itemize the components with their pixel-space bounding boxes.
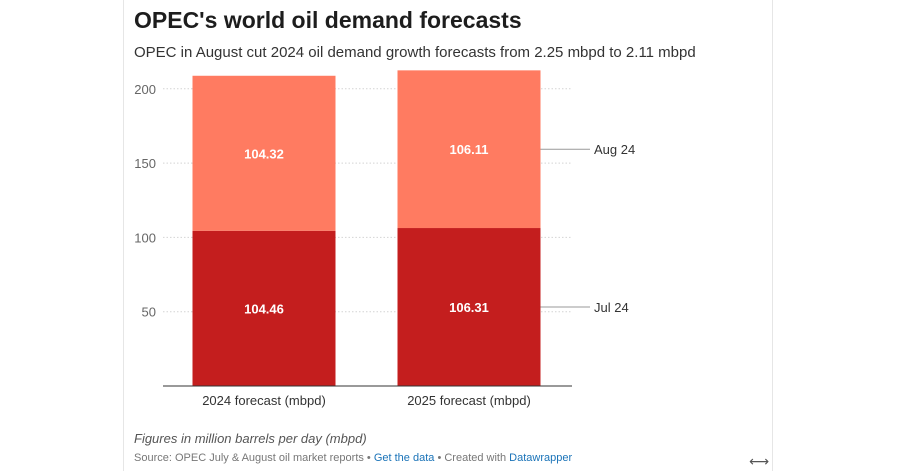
resize-arrows-icon[interactable]: ⟷	[748, 453, 770, 469]
bar-segment-jul-24	[192, 230, 336, 386]
data-label: 104.32	[244, 146, 284, 161]
bar-segment-aug-24	[397, 70, 541, 229]
series-label: Jul 24	[594, 300, 629, 315]
y-tick-label: 200	[134, 82, 156, 97]
y-tick-label: 100	[134, 230, 156, 245]
bar-segment-aug-24	[192, 75, 336, 231]
chart-source: Source: OPEC July & August oil market re…	[134, 452, 572, 464]
get-data-link[interactable]: Get the data	[373, 452, 435, 464]
data-label: 106.11	[449, 142, 488, 157]
datawrapper-link[interactable]: Datawrapper	[509, 452, 573, 464]
data-label: 104.46	[244, 301, 284, 316]
chart-note: Figures in million barrels per day (mbpd…	[134, 431, 367, 446]
data-label: 106.31	[449, 300, 489, 315]
series-label: Aug 24	[594, 142, 635, 157]
y-tick-label: 50	[142, 305, 156, 320]
source-text: Source: OPEC July & August oil market re…	[134, 452, 374, 464]
chart-subtitle: OPEC in August cut 2024 oil demand growt…	[134, 44, 696, 61]
x-category-label: 2025 forecast (mbpd)	[407, 393, 531, 408]
created-with-text: • Created with	[434, 452, 510, 464]
bar-segment-jul-24	[397, 228, 541, 386]
y-tick-label: 150	[134, 156, 156, 171]
x-category-label: 2024 forecast (mbpd)	[202, 393, 326, 408]
chart-title: OPEC's world oil demand forecasts	[134, 7, 522, 33]
